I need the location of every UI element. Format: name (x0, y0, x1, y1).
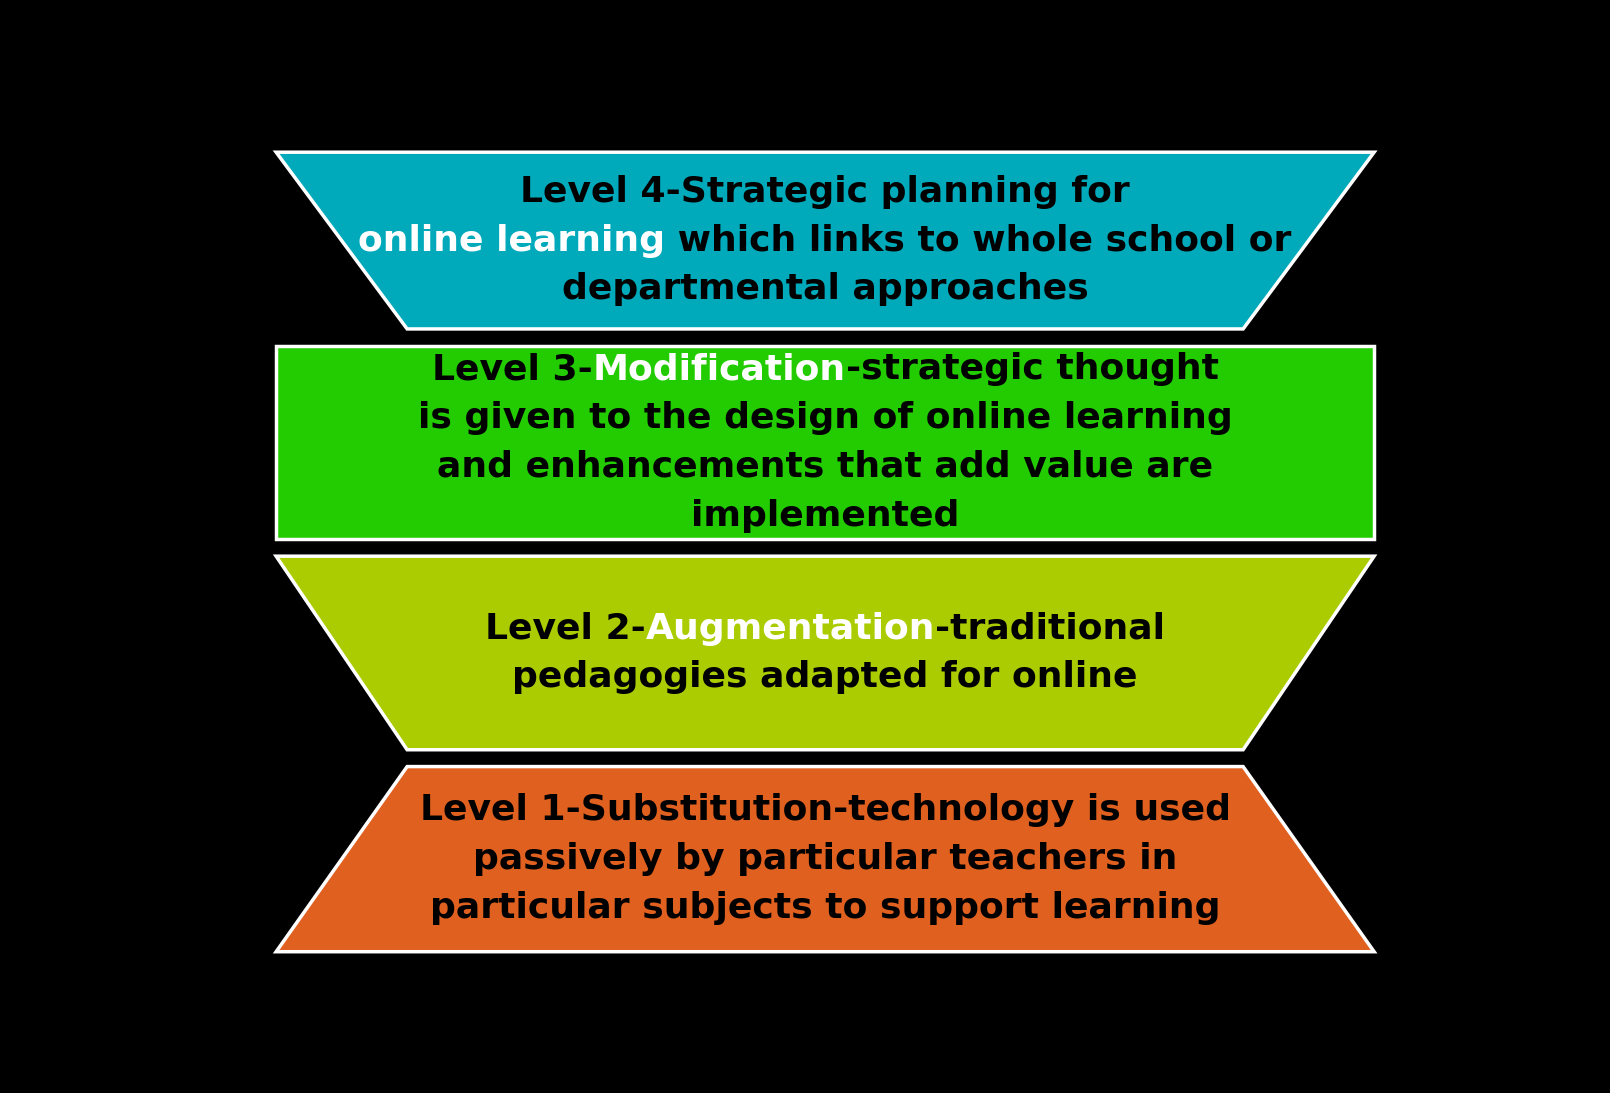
Text: online learning: online learning (359, 224, 665, 258)
Text: and enhancements that add value are: and enhancements that add value are (436, 450, 1214, 484)
Text: departmental approaches: departmental approaches (562, 272, 1088, 306)
Text: implemented: implemented (691, 498, 960, 532)
Text: Augmentation: Augmentation (646, 612, 935, 646)
Polygon shape (277, 556, 1375, 750)
Text: Level 4-Strategic planning for: Level 4-Strategic planning for (520, 175, 1130, 209)
Text: which links to whole school or: which links to whole school or (665, 224, 1291, 258)
Polygon shape (277, 766, 1375, 952)
Text: is given to the design of online learning: is given to the design of online learnin… (417, 401, 1233, 435)
Text: -strategic thought: -strategic thought (845, 352, 1219, 386)
Text: Modification: Modification (592, 352, 845, 386)
Text: pedagogies adapted for online: pedagogies adapted for online (512, 660, 1138, 694)
Text: Level 3-: Level 3- (431, 352, 592, 386)
Polygon shape (277, 345, 1375, 539)
Text: Level 1-Substitution-technology is used: Level 1-Substitution-technology is used (420, 794, 1230, 827)
Text: Level 2-: Level 2- (485, 612, 646, 646)
Polygon shape (277, 152, 1375, 329)
Text: passively by particular teachers in: passively by particular teachers in (473, 842, 1177, 877)
Text: particular subjects to support learning: particular subjects to support learning (430, 891, 1220, 925)
Text: -traditional: -traditional (935, 612, 1166, 646)
